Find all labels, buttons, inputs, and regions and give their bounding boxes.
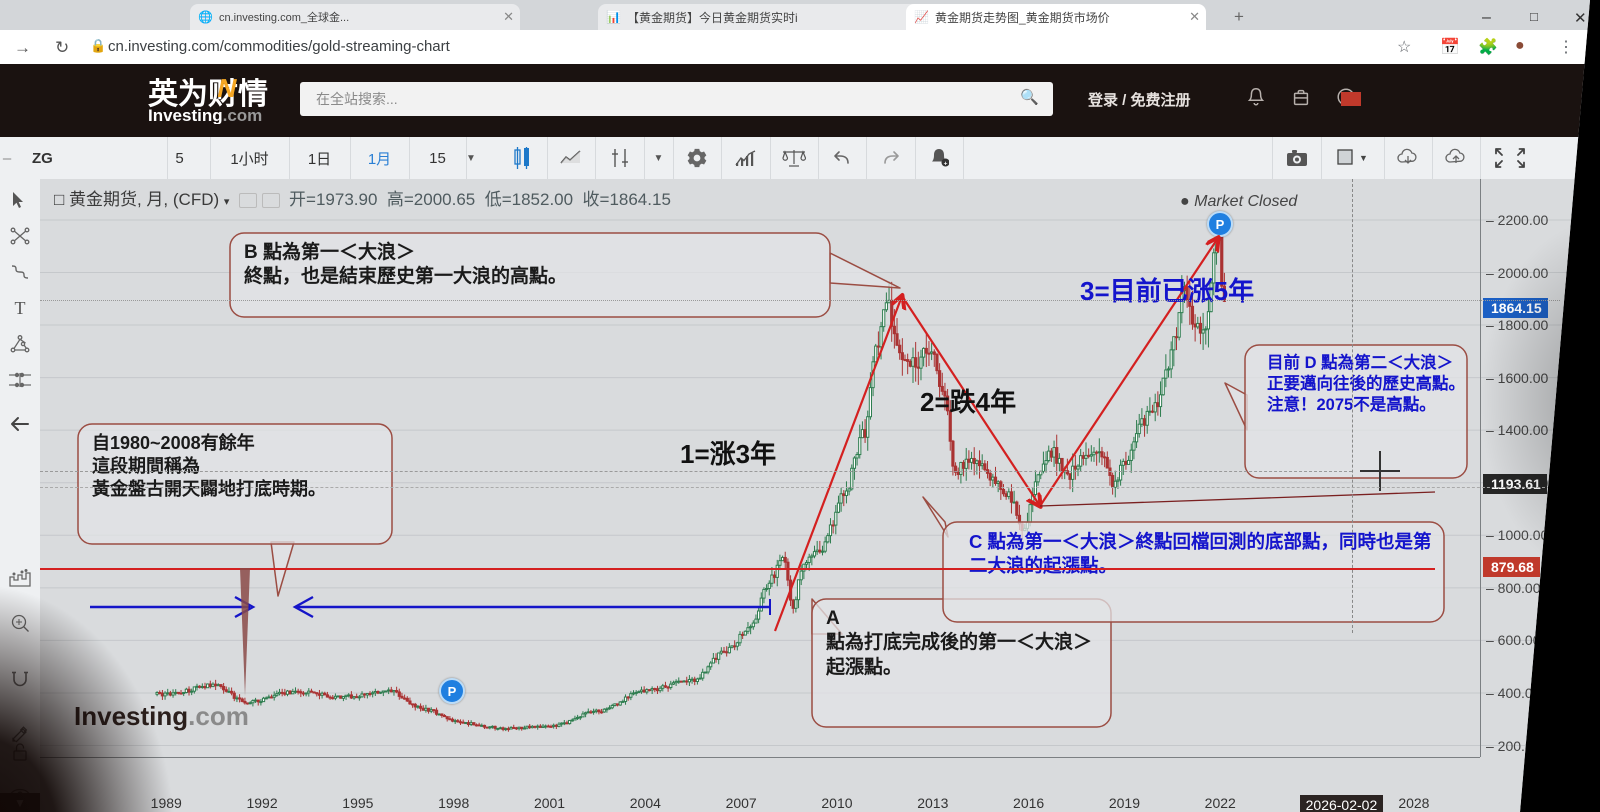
svg-text:+: + — [944, 160, 948, 167]
svg-text:Investing.com: Investing.com — [148, 106, 262, 124]
